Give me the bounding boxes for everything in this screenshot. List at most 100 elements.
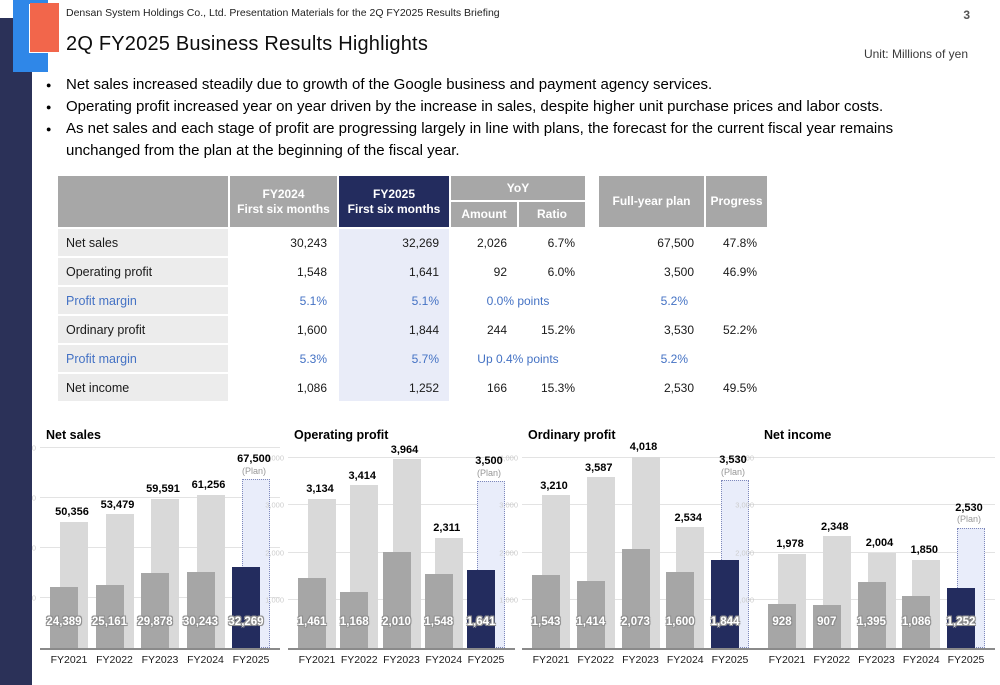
bar-group: 2,348 907 — [812, 448, 851, 648]
plan-value-label: 2,530 (Plan) — [955, 502, 983, 525]
first-half-value-label: 1,641 — [466, 616, 496, 628]
first-half-value-label: 24,389 — [46, 616, 82, 628]
category-label: FY2021 — [768, 654, 806, 666]
full-year-value-label: 3,587 — [585, 462, 613, 475]
yoy-amount-value: 244 — [486, 322, 507, 337]
y-tick-label: 2,000 — [265, 548, 284, 558]
table-header-full-year-plan: Full-year plan — [599, 176, 704, 227]
y-tick-label: 4,000 — [499, 453, 518, 463]
first-half-value-label: 1,086 — [901, 616, 931, 628]
fy2025-value: 5.1% — [411, 293, 439, 308]
bullet-item: ● As net sales and each stage of profit a… — [46, 118, 930, 162]
category-label: FY2023 — [383, 654, 420, 666]
gridline — [758, 456, 995, 458]
full-year-value: 61,256 — [191, 479, 226, 492]
full-year-plan-value: 5.2% — [660, 351, 688, 366]
bar-group: 50,356 24,389 — [46, 448, 89, 648]
first-half-bar — [666, 571, 695, 648]
full-year-value: 2,004 — [865, 536, 894, 549]
category-axis: FY2021 FY2022 FY2023 FY2024 FY2025 — [40, 654, 280, 666]
bar-group: 1,978 928 — [768, 448, 806, 648]
category-axis: FY2021 FY2022 FY2023 FY2024 FY2025 — [758, 654, 995, 666]
full-year-value: 2,534 — [674, 511, 703, 524]
first-half-bar — [947, 588, 975, 648]
first-half-value-label: 32,269 — [228, 616, 264, 628]
category-label: FY2022 — [813, 654, 851, 666]
summary-bullets: ● Net sales increased steadily due to gro… — [46, 74, 930, 162]
first-half-bar — [340, 592, 369, 648]
first-half-bar — [768, 603, 796, 648]
full-year-value: 67,500 — [237, 453, 271, 466]
first-half-value-label: 1,844 — [710, 616, 740, 628]
plan-value-label: 3,500 (Plan) — [475, 455, 503, 478]
first-half-bar — [232, 567, 260, 648]
bar-group: 2,530 (Plan) 1,252 — [947, 448, 985, 648]
unit-note: Unit: Millions of yen — [863, 47, 968, 61]
left-accent-bar — [0, 18, 32, 685]
bullet-item: ● Net sales increased steadily due to gro… — [46, 74, 930, 96]
yoy-change-value: 0.0% points — [486, 293, 550, 308]
y-tick-label: 1,000 — [265, 595, 284, 605]
full-year-value-label: 53,479 — [101, 499, 135, 512]
yoy-amount-value: 166 — [486, 380, 507, 395]
category-label: FY2023 — [858, 654, 895, 666]
full-year-value: 2,311 — [433, 522, 461, 535]
bullet-text: As net sales and each stage of profit ar… — [66, 120, 894, 159]
bar-group: 4,018 2,073 — [621, 441, 660, 648]
y-tick-label: 3,000 — [265, 500, 284, 510]
chart-plot-area: 20,00040,00060,00080,00050,35624,38953,4… — [13, 444, 280, 650]
bar-group: 67,500 (Plan) 32,269 — [228, 448, 271, 648]
bar-group: 53,479 25,161 — [92, 448, 135, 648]
bullet-text: Net sales increased steadily due to grow… — [66, 76, 713, 93]
chart-title: Ordinary profit — [528, 428, 616, 442]
table-header-fy2025: FY2025 First six months — [339, 176, 449, 227]
first-half-bar — [621, 549, 650, 648]
bar-group: 3,414 1,168 — [340, 448, 379, 648]
yoy-change-value: Up 0.4% points — [477, 351, 559, 366]
progress-value: 46.9% — [722, 264, 757, 279]
first-half-value-label: 1,461 — [297, 616, 327, 628]
full-year-value-label: 2,311 — [433, 522, 460, 535]
full-year-value-label: 2,004 — [866, 537, 894, 550]
first-half-bar — [711, 560, 739, 648]
full-year-value-label: 1,978 — [776, 538, 804, 551]
full-year-value: 1,978 — [776, 538, 804, 551]
y-tick-label: 1,000 — [499, 595, 518, 605]
yoy-ratio-value: 15.2% — [540, 322, 575, 337]
first-half-bar — [812, 604, 841, 648]
bar-groups: 1,978 928 2,348 907 2,004 1,395 1,850 1,086 2,53… — [758, 448, 995, 648]
y-tick-label: 3,000 — [735, 500, 754, 510]
bullet-text: Operating profit increased year on year … — [66, 98, 884, 115]
row-label: Ordinary profit — [58, 316, 228, 343]
full-year-value-label: 3,210 — [540, 480, 568, 493]
bar-group: 2,004 1,395 — [857, 448, 896, 648]
full-year-value: 1,850 — [910, 544, 939, 557]
first-half-bar — [298, 578, 326, 648]
yoy-ratio-value: 6.7% — [547, 235, 575, 250]
bar-group: 3,587 1,414 — [576, 448, 615, 648]
chart-ordinary-profit: Ordinary profit 1,000 2,000 3,000 4,000 3,210… — [499, 428, 759, 674]
full-year-plan-value: 2,530 — [663, 380, 694, 395]
charts-row: Net sales20,00040,00060,00080,00050,3562… — [0, 428, 1000, 678]
category-label: FY2024 — [425, 654, 463, 666]
bar-group: 3,964 2,010 — [382, 444, 421, 648]
full-year-value-label: 1,850 — [910, 544, 938, 557]
full-year-value: 53,479 — [100, 498, 135, 511]
yoy-ratio-value: 15.3% — [540, 380, 575, 395]
category-label: FY2021 — [298, 654, 336, 666]
category-label: FY2021 — [50, 654, 88, 666]
full-year-plan-value: 5.2% — [660, 293, 688, 308]
chart-plot-area: 1,000 2,000 3,000 4,000 3,210 1,543 3,587 1,414… — [499, 441, 759, 650]
first-half-value-label: 928 — [772, 616, 792, 628]
first-half-value-label: 1,252 — [946, 616, 976, 628]
first-half-value-label: 1,600 — [665, 616, 695, 628]
category-label: FY2024 — [187, 654, 224, 666]
bar-group: 3,134 1,461 — [298, 448, 336, 648]
first-half-value-label: 2,073 — [621, 616, 650, 628]
row-label: Net sales — [58, 229, 228, 256]
fy2024-value: 5.1% — [299, 293, 327, 308]
chart-net-sales: Net sales20,00040,00060,00080,00050,3562… — [13, 428, 280, 674]
y-tick-label: 4,000 — [265, 453, 284, 463]
first-half-bar — [576, 580, 605, 648]
plan-note: (Plan) — [241, 465, 266, 476]
